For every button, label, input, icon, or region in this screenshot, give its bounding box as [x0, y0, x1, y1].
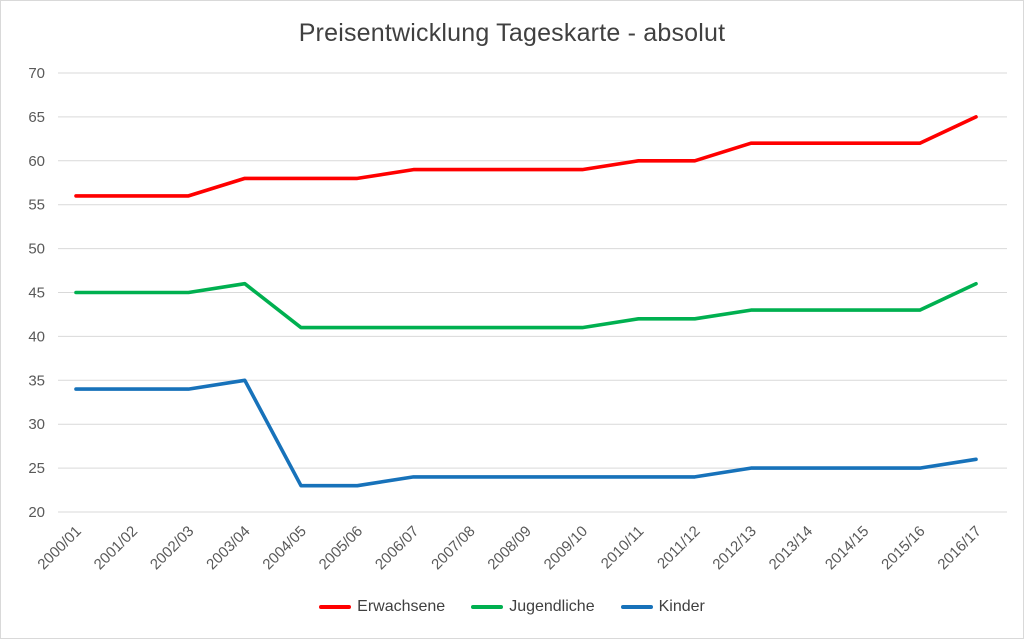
- y-tick-label: 70: [28, 65, 45, 82]
- x-tick-label: 2012/13: [709, 523, 759, 573]
- y-tick-label: 50: [28, 241, 45, 258]
- y-tick-label: 65: [28, 109, 45, 126]
- y-tick-label: 30: [28, 416, 45, 433]
- x-tick-label: 2005/06: [316, 523, 366, 573]
- x-tick-label: 2002/03: [147, 523, 197, 573]
- series-line-erwachsene: [74, 115, 978, 198]
- legend-line-swatch-blue: [620, 605, 653, 609]
- y-tick-label: 35: [28, 372, 45, 389]
- legend-label: Erwachsene: [357, 598, 446, 615]
- chart-title: Preisentwicklung Tageskarte - absolut: [298, 19, 726, 47]
- series-line-kinder: [74, 378, 978, 488]
- x-tick-label: 2014/15: [822, 523, 872, 573]
- y-tick-label: 20: [28, 504, 45, 521]
- legend-line-swatch-red: [319, 605, 352, 609]
- legend-label: Jugendliche: [509, 598, 595, 615]
- legend-item-jugendliche: Jugendliche: [471, 598, 595, 616]
- y-tick-label: 25: [28, 460, 45, 477]
- chart-legend: Erwachsene Jugendliche Kinder: [1, 598, 1023, 616]
- series-line-jugendliche: [74, 281, 978, 330]
- x-tick-label: 2010/11: [598, 523, 648, 573]
- y-tick-label: 60: [28, 153, 45, 170]
- x-tick-label: 2009/10: [541, 523, 591, 573]
- y-tick-label: 40: [28, 328, 45, 345]
- y-tick-label: 55: [28, 197, 45, 214]
- legend-item-kinder: Kinder: [620, 598, 705, 616]
- x-tick-label: 2004/05: [259, 523, 309, 573]
- legend-label: Kinder: [658, 598, 705, 615]
- y-tick-label: 45: [28, 285, 45, 302]
- x-tick-label: 2003/04: [203, 523, 253, 573]
- x-tick-label: 2011/12: [654, 523, 704, 573]
- x-tick-label: 2006/07: [372, 523, 422, 573]
- legend-line-swatch-green: [471, 605, 504, 609]
- x-tick-label: 2000/01: [34, 523, 84, 573]
- x-tick-label: 2001/02: [91, 523, 141, 573]
- x-tick-label: 2008/09: [484, 523, 534, 573]
- x-tick-label: 2016/17: [934, 523, 984, 573]
- x-tick-label: 2013/14: [766, 523, 816, 573]
- x-tick-label: 2007/08: [428, 523, 478, 573]
- legend-item-erwachsene: Erwachsene: [319, 598, 445, 616]
- x-tick-label: 2015/16: [878, 523, 928, 573]
